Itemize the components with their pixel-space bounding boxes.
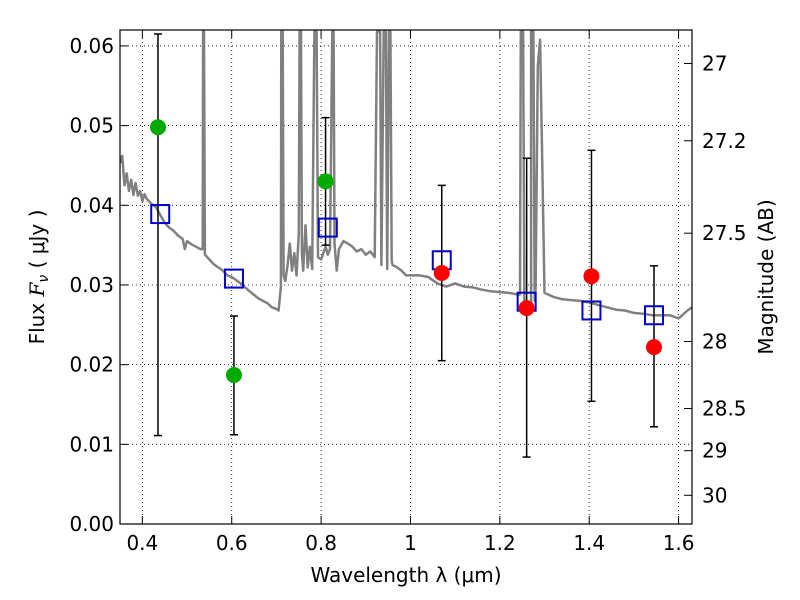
x-tick-label: 1.4 xyxy=(573,531,605,555)
model-square-marker xyxy=(644,305,665,326)
y-tick-label: 0.02 xyxy=(69,353,114,377)
x-tick-label: 0.6 xyxy=(216,531,248,555)
observed-point-marker xyxy=(225,367,242,384)
y2-tick-label: 27.5 xyxy=(702,221,747,245)
observed-point-marker xyxy=(317,173,334,190)
observed-point-marker xyxy=(583,268,600,285)
y2-tick-label: 27 xyxy=(702,51,727,75)
observed-point-marker xyxy=(149,119,166,136)
observed-point-marker xyxy=(433,265,450,282)
plot-frame xyxy=(119,29,693,525)
x-tick-label: 1 xyxy=(404,531,417,555)
error-bars xyxy=(153,33,659,458)
model-square-marker xyxy=(223,268,244,289)
y2-tick-label: 29 xyxy=(702,439,727,463)
y2-tick-label: 27.2 xyxy=(702,129,747,153)
y-tick-label: 0.01 xyxy=(69,432,114,456)
grid xyxy=(120,30,692,525)
model-square-marker xyxy=(581,300,602,321)
y2-tick-label: 28 xyxy=(702,330,727,354)
x-tick-label: 0.8 xyxy=(305,531,337,555)
observed-point-marker xyxy=(518,300,535,317)
spectrum-line xyxy=(120,30,692,320)
markers xyxy=(149,119,665,384)
y-tick-label: 0.03 xyxy=(69,273,114,297)
x-tick-label: 0.4 xyxy=(126,531,158,555)
y-tick-label: 0.00 xyxy=(69,512,114,536)
model-square-marker xyxy=(317,217,338,238)
y-tick-label: 0.05 xyxy=(69,114,114,138)
model-square-marker xyxy=(150,204,171,225)
y2-tick-label: 30 xyxy=(702,483,727,507)
x-tick-label: 1.2 xyxy=(484,531,516,555)
y2-tick-label: 28.5 xyxy=(702,396,747,420)
y2-axis-label: Magnitude (AB) xyxy=(754,199,778,354)
axes-ticks: 0.4 0.6 0.8 1 1.2 1.4 1.6 0.00 0.01 0.02 0.03 0.04 0… xyxy=(69,30,747,555)
y-axis-label: Flux Fν ( μJy ) xyxy=(25,210,52,345)
y-tick-label: 0.06 xyxy=(69,34,114,58)
plot-area xyxy=(120,30,692,320)
observed-point-marker xyxy=(646,339,663,356)
y-tick-label: 0.04 xyxy=(69,193,114,217)
x-axis-label: Wavelength λ (μm) xyxy=(310,563,501,587)
x-tick-label: 1.6 xyxy=(663,531,695,555)
